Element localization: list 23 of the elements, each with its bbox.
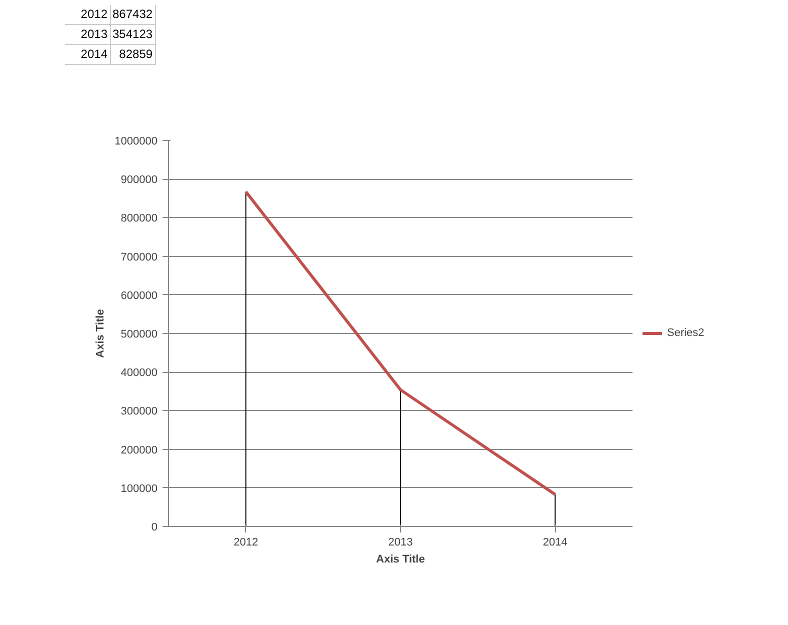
y-tick-label: 800000 (120, 212, 158, 225)
text: 867432 (110, 5, 156, 25)
text: 2014 (65, 44, 110, 65)
y-tick-label: 300000 (120, 406, 158, 418)
y-tick-label: 0 (151, 522, 158, 534)
x-axis-title: Axis Title (376, 554, 425, 566)
x-tick-label: 2012 (234, 536, 258, 548)
y-tick-label: 900000 (120, 174, 158, 186)
y-axis-title: Axis Title (94, 309, 107, 358)
text: 354123 (110, 24, 156, 45)
y-tick-label: 600000 (120, 290, 158, 302)
x-tick-label: 2013 (388, 536, 413, 548)
x-tick-label: 2014 (542, 536, 568, 548)
y-tick-label: 1000000 (114, 136, 158, 148)
y-tick-label: 700000 (120, 251, 158, 264)
y-tick-label: 400000 (120, 367, 158, 380)
text: 82859 (110, 44, 156, 65)
y-tick-label: 200000 (120, 444, 158, 456)
text: 2013 (65, 24, 110, 45)
text: 2012 (65, 5, 110, 25)
legend-label: Series2 (667, 327, 704, 339)
y-tick-label: 100000 (120, 482, 158, 495)
y-tick-label: 500000 (120, 328, 158, 340)
